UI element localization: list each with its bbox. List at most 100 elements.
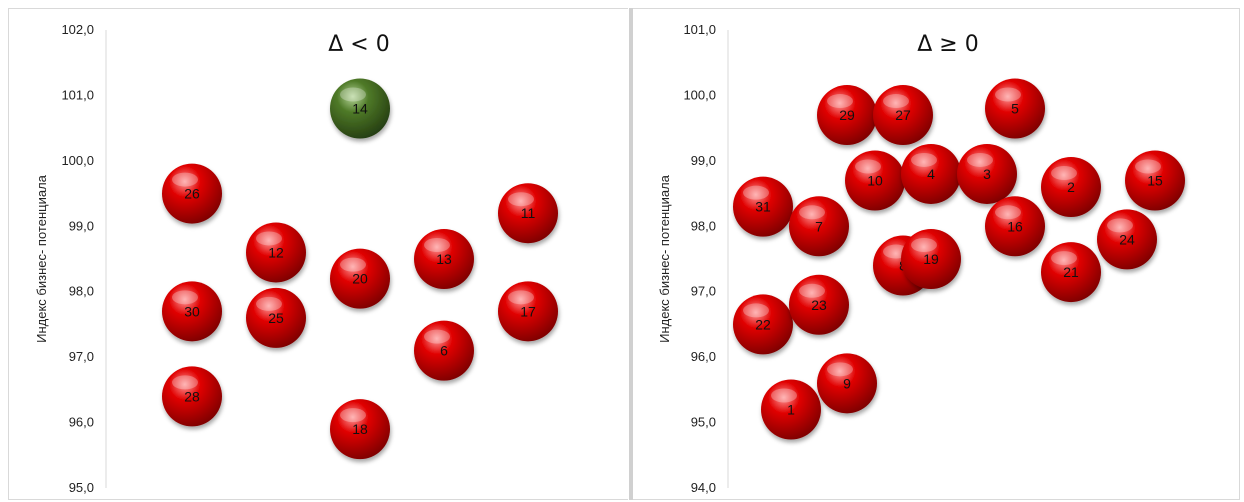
bubble-label: 21 bbox=[1063, 264, 1079, 280]
bubble-marker bbox=[733, 294, 793, 355]
bubble-highlight bbox=[172, 172, 198, 187]
y-tick-label: 97,0 bbox=[691, 284, 716, 299]
bubble-marker bbox=[246, 287, 306, 348]
y-tick-label: 94,0 bbox=[691, 480, 716, 495]
bubble-highlight bbox=[743, 303, 769, 318]
bubble-label: 18 bbox=[352, 421, 368, 437]
bubble-marker bbox=[957, 143, 1017, 204]
bubble-marker bbox=[1097, 209, 1157, 270]
bubble-label: 2 bbox=[1067, 179, 1075, 195]
bubble-label: 27 bbox=[895, 107, 911, 123]
bubble-highlight bbox=[855, 159, 881, 174]
y-tick-label: 95,0 bbox=[69, 480, 94, 495]
bubble-label: 30 bbox=[184, 303, 200, 319]
bubble-marker bbox=[985, 196, 1045, 257]
bubble-highlight bbox=[172, 290, 198, 305]
bubble-label: 26 bbox=[184, 186, 200, 202]
bubble-3[interactable]: 3 bbox=[957, 143, 1017, 204]
bubble-marker bbox=[901, 229, 961, 289]
bubble-highlight bbox=[424, 238, 450, 252]
bubble-marker bbox=[817, 85, 877, 146]
bubble-highlight bbox=[995, 87, 1021, 102]
bubble-marker bbox=[1041, 242, 1101, 303]
bubble-marker bbox=[817, 353, 877, 414]
bubble-marker bbox=[1125, 150, 1185, 211]
bubble-marker bbox=[789, 274, 849, 335]
bubble-9[interactable]: 9 bbox=[817, 353, 877, 414]
bubble-24[interactable]: 24 bbox=[1097, 209, 1157, 270]
chart-title: Δ ≥ 0 bbox=[917, 32, 978, 57]
bubble-highlight bbox=[827, 94, 853, 109]
bubble-16[interactable]: 16 bbox=[985, 196, 1045, 257]
y-tick-label: 101,0 bbox=[61, 87, 94, 102]
bubble-10[interactable]: 10 bbox=[845, 150, 905, 211]
bubble-1[interactable]: 1 bbox=[761, 379, 821, 440]
bubble-highlight bbox=[967, 152, 993, 167]
bubble-marker bbox=[414, 320, 474, 381]
bubble-27[interactable]: 27 bbox=[873, 85, 933, 146]
bubble-26[interactable]: 26 bbox=[162, 163, 222, 224]
bubble-highlight bbox=[340, 257, 366, 272]
bubble-label: 24 bbox=[1119, 231, 1135, 247]
bubble-28[interactable]: 28 bbox=[162, 366, 222, 427]
bubble-23[interactable]: 23 bbox=[789, 274, 849, 335]
bubble-marker bbox=[1041, 157, 1101, 218]
bubble-12[interactable]: 12 bbox=[246, 222, 306, 283]
bubble-17[interactable]: 17 bbox=[498, 281, 558, 342]
bubble-4[interactable]: 4 bbox=[901, 143, 961, 204]
bubble-label: 9 bbox=[843, 375, 851, 391]
chart-panel-positive-delta: 94,0 95,0 96,0 97,0 98,0 99,0 100,0 101,0 Индекс… bbox=[633, 8, 1240, 500]
bubble-marker bbox=[162, 163, 222, 224]
bubble-label: 12 bbox=[268, 244, 284, 260]
bubble-chart-negative-delta: 95,0 96,0 97,0 98,0 99,0 100,0 101,0 102,0 Индек… bbox=[34, 22, 558, 495]
y-tick-label: 102,0 bbox=[61, 22, 94, 37]
bubble-20[interactable]: 20 bbox=[330, 248, 390, 309]
bubble-2[interactable]: 2 bbox=[1041, 157, 1101, 218]
bubble-highlight bbox=[1107, 218, 1133, 233]
bubble-marker bbox=[733, 176, 793, 237]
y-tick-label: 98,0 bbox=[69, 284, 94, 299]
bubble-label: 29 bbox=[839, 107, 855, 123]
bubble-label: 1 bbox=[787, 401, 795, 417]
chart-panel-negative-delta: 95,0 96,0 97,0 98,0 99,0 100,0 101,0 102,0 Индек… bbox=[8, 8, 628, 500]
bubble-29[interactable]: 29 bbox=[817, 85, 877, 146]
bubble-label: 31 bbox=[755, 199, 771, 215]
bubble-19[interactable]: 19 bbox=[901, 229, 961, 289]
bubble-5[interactable]: 5 bbox=[985, 78, 1045, 139]
y-tick-label: 98,0 bbox=[691, 218, 716, 233]
bubble-highlight bbox=[799, 283, 825, 298]
bubble-label: 22 bbox=[755, 316, 771, 332]
bubble-chart-positive-delta: 94,0 95,0 96,0 97,0 98,0 99,0 100,0 101,0 Индекс… bbox=[657, 22, 1185, 495]
bubble-31[interactable]: 31 bbox=[733, 176, 793, 237]
bubble-30[interactable]: 30 bbox=[162, 281, 222, 342]
bubble-highlight bbox=[1135, 159, 1161, 174]
bubble-label: 14 bbox=[352, 101, 368, 117]
y-axis-label: Индекс бизнес- потенциала bbox=[657, 174, 672, 343]
bubble-label: 19 bbox=[923, 251, 939, 267]
bubble-marker bbox=[498, 281, 558, 342]
bubble-highlight bbox=[256, 231, 282, 246]
bubble-25[interactable]: 25 bbox=[246, 287, 306, 348]
bubble-22[interactable]: 22 bbox=[733, 294, 793, 355]
bubble-label: 23 bbox=[811, 297, 827, 313]
y-tick-label: 95,0 bbox=[691, 415, 716, 430]
bubble-marker bbox=[845, 150, 905, 211]
bubble-21[interactable]: 21 bbox=[1041, 242, 1101, 303]
bubble-label: 4 bbox=[927, 166, 935, 182]
bubble-13[interactable]: 13 bbox=[414, 229, 474, 289]
bubble-label: 28 bbox=[184, 388, 200, 404]
bubble-label: 25 bbox=[268, 310, 284, 326]
bubble-7[interactable]: 7 bbox=[789, 196, 849, 257]
bubble-label: 16 bbox=[1007, 218, 1023, 234]
bubble-label: 6 bbox=[440, 343, 448, 359]
bubble-14[interactable]: 14 bbox=[330, 78, 390, 139]
bubble-11[interactable]: 11 bbox=[498, 183, 558, 244]
bubble-6[interactable]: 6 bbox=[414, 320, 474, 381]
bubble-marker bbox=[789, 196, 849, 257]
y-tick-label: 97,0 bbox=[69, 349, 94, 364]
bubble-15[interactable]: 15 bbox=[1125, 150, 1185, 211]
bubble-marker bbox=[246, 222, 306, 283]
bubble-highlight bbox=[743, 185, 769, 200]
bubble-highlight bbox=[799, 205, 825, 220]
bubble-18[interactable]: 18 bbox=[330, 399, 390, 460]
